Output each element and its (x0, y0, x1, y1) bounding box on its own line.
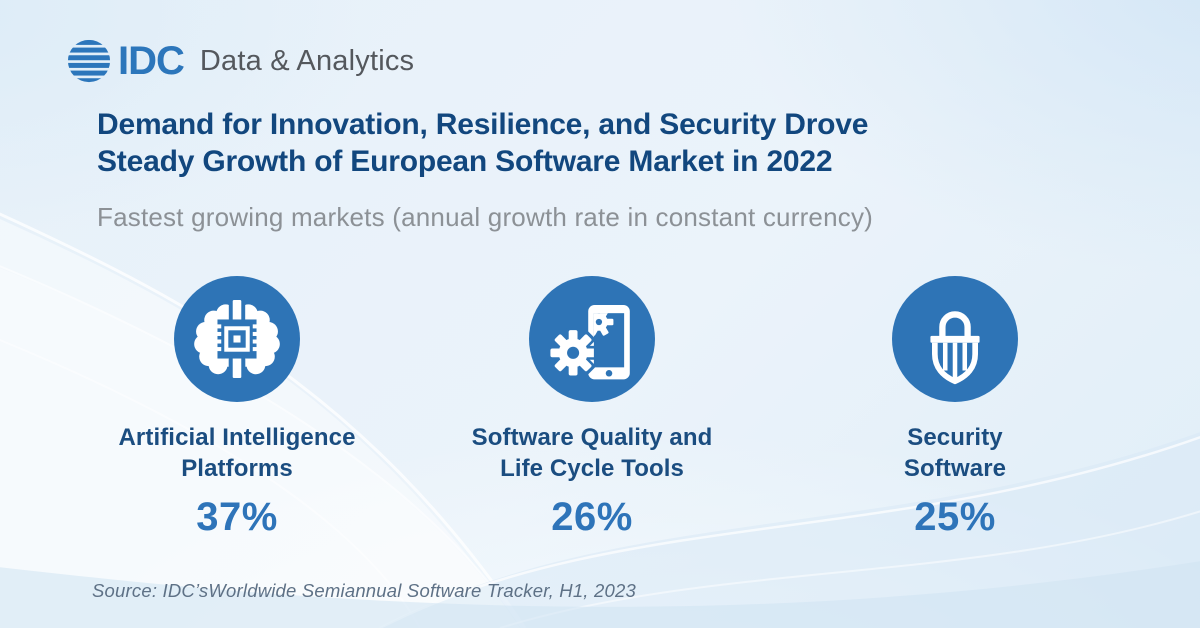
stat-value: 26% (551, 495, 633, 539)
stat-artificial-intelligence-platforms: Artificial Intelligence Platforms 37% (67, 276, 407, 540)
stat-label-line-2: Software (903, 455, 1007, 482)
stat-security-software: Security Software 25% (785, 276, 1125, 540)
stat-label-line-1: Artificial Intelligence (118, 424, 356, 451)
stat-value: 25% (914, 495, 996, 539)
brand-logo: IDC Data & Analytics (66, 38, 414, 84)
stat-label-line-2: Life Cycle Tools (500, 455, 684, 482)
stat-software-quality-life-cycle-tools: Software Quality and Life Cycle Tools 26… (422, 276, 762, 540)
phone-gear-icon (529, 276, 655, 402)
title-line-2: Steady Growth of European Software Marke… (97, 145, 833, 178)
source-attribution: Source: IDC’sWorldwide Semiannual Softwa… (92, 580, 636, 601)
page-title: Demand for Innovation, Resilience, and S… (97, 106, 868, 180)
stat-value: 37% (196, 495, 278, 539)
brand-suffix: Data & Analytics (199, 44, 415, 77)
stat-label-line-1: Security (907, 424, 1003, 451)
stat-label-line-1: Software Quality and (471, 424, 713, 451)
stat-label-line-2: Platforms (181, 455, 293, 482)
stat-label: Security Software (785, 422, 1125, 484)
brain-chip-icon (174, 276, 300, 402)
idc-globe-icon (67, 39, 111, 83)
title-line-1: Demand for Innovation, Resilience, and S… (97, 108, 869, 141)
stat-label: Artificial Intelligence Platforms (67, 422, 407, 484)
page-subtitle: Fastest growing markets (annual growth r… (97, 202, 874, 232)
lock-shield-icon (892, 276, 1018, 402)
stat-label: Software Quality and Life Cycle Tools (422, 422, 762, 484)
idc-logo-text: IDC (118, 39, 185, 83)
